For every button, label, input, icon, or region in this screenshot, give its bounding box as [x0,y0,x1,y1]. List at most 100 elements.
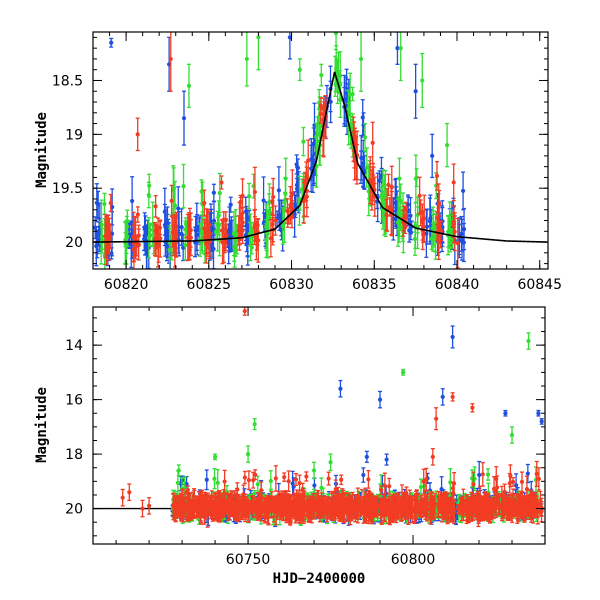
bottom-outlier-green [252,418,257,431]
bottom-point-red [301,496,306,525]
bottom-point-red [324,500,329,517]
bottom-point-red [536,467,541,491]
bottom-point-red [222,469,227,494]
bottom-outlier-green [176,464,181,477]
top-point-green [215,210,220,252]
top-point-blue [96,190,101,219]
top-outlier-blue [287,32,292,60]
bottom-point-green [418,478,424,496]
top-point-red [136,228,141,261]
bottom-point-red [233,494,239,521]
top-y-axis-label: Magnitude [34,112,50,188]
bottom-point-red [507,472,512,494]
top-point-green [448,219,453,244]
top-x-tick-label: 60845 [517,277,562,293]
bottom-outlier-red [434,407,439,431]
top-plot-frame [92,31,549,270]
bottom-outlier-red [430,448,435,466]
top-point-green [146,181,151,209]
top-point-blue [130,176,135,226]
top-point-red [268,218,273,258]
bottom-point-red [219,492,224,520]
bottom-outlier-green [212,453,218,461]
bottom-y-axis-label: Magnitude [34,387,50,463]
bottom-x-tick-label: 60800 [391,552,436,568]
bottom-outlier-green [526,332,531,350]
bottom-point-red [242,470,247,485]
top-point-green [413,154,418,204]
bottom-point-red [456,504,461,515]
bottom-point-red [213,493,218,515]
bottom-y-tick-label: 18 [65,447,83,463]
bottom-point-blue [477,460,482,490]
top-point-red [185,213,190,262]
bottom-point-red [379,485,384,495]
top-point-blue [165,213,170,249]
bottom-point-red [459,501,465,522]
bottom-point-red [304,471,309,482]
bottom-point-red [515,493,520,520]
bottom-point-red [217,501,222,522]
top-point-green [232,231,237,262]
bottom-point-red [450,496,455,522]
top-outlier-green [319,63,324,87]
bottom-point-red [349,499,354,520]
bottom-point-red [366,469,371,489]
top-points [93,32,548,269]
top-point-green [171,167,176,210]
bottom-point-red [493,491,499,519]
bottom-y-tick-label: 14 [65,338,83,354]
top-plot-data [93,32,548,269]
top-y-tick-label: 18.5 [52,73,83,89]
bottom-outlier-blue [384,453,389,466]
top-point-green [183,217,188,231]
top-point-green [334,57,340,75]
top-point-red [420,203,425,241]
bottom-outlier-blue [450,325,455,349]
bottom-point-red [180,500,185,514]
bottom-point-red [417,503,422,517]
top-y-tick-label: 19 [65,127,83,143]
top-point-green [350,86,355,102]
bottom-point-red [226,492,231,521]
bottom-point-red [333,479,338,500]
bottom-point-red [413,493,419,521]
top-point-blue [276,166,281,215]
bottom-outlier-blue [539,418,544,425]
top-point-red [271,177,276,217]
top-point-blue [461,222,466,263]
top-outlier-red [135,117,140,152]
bottom-outlier-blue [377,390,383,409]
bottom-outlier-green [509,426,515,444]
top-point-blue [194,214,200,256]
bottom-outlier-green [311,461,317,480]
bottom-point-red [186,494,192,514]
top-point-blue [243,196,248,227]
top-point-green [297,175,302,226]
bottom-point-red [519,471,525,493]
top-x-tick-label: 60840 [435,277,480,293]
bottom-y-tick-label: 16 [65,393,83,409]
top-point-red [252,166,258,218]
top-outlier-green [420,52,425,109]
top-point-red [135,206,140,223]
bottom-point-red [484,498,489,512]
bottom-point-red [370,495,375,516]
bottom-outlier-blue [536,409,541,417]
bottom-x-axis-label: HJD−2400000 [273,571,366,587]
bottom-point-red [502,483,507,501]
top-outlier-green [398,32,403,82]
top-point-red [301,178,307,224]
bottom-point-red [464,500,469,517]
bottom-point-blue [525,463,530,484]
top-point-blue [261,176,266,225]
top-point-red [219,175,224,190]
bottom-point-red [262,496,267,524]
top-point-blue [459,218,465,261]
top-point-red [187,232,192,261]
bottom-point-red [339,474,344,486]
top-point-red [169,184,174,217]
bottom-point-red [269,498,274,519]
bottom-point-red [286,470,291,493]
